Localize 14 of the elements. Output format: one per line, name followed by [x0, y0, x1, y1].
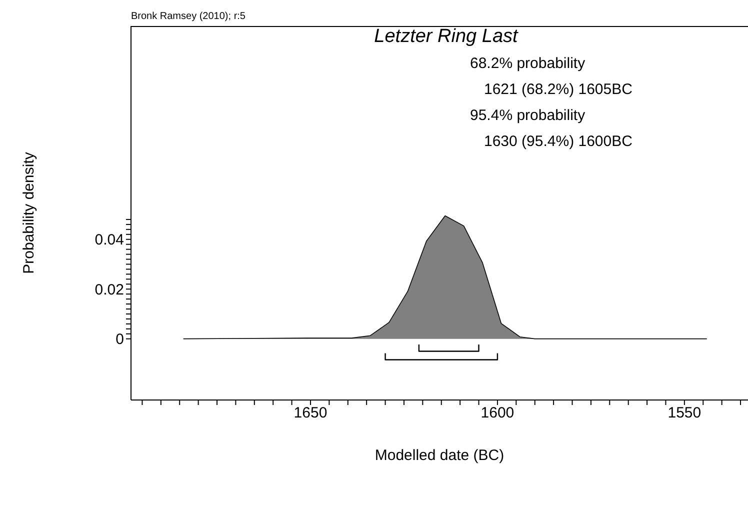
- annotation: 1630 (95.4%) 1600BC: [483, 132, 632, 152]
- x-tick-label: 1600: [480, 404, 514, 422]
- y-axis-title: Probability density: [20, 152, 38, 274]
- annotation: 68.2% probability: [470, 54, 586, 74]
- y-tick-label: 0: [116, 331, 124, 348]
- y-tick-label: 0.02: [94, 281, 124, 298]
- annotation: 1621 (68.2%) 1605BC: [483, 80, 632, 100]
- chart-title: Letzter Ring Last: [373, 26, 520, 48]
- annotation: 95.4% probability: [470, 106, 586, 126]
- x-axis-title: Modelled date (BC): [374, 447, 504, 464]
- text: Bronk Ramsey (2010); r:5: [131, 11, 246, 22]
- x-tick-label: 1650: [294, 404, 328, 422]
- y-tick-label: 0.04: [94, 232, 124, 249]
- x-tick-label: 1550: [668, 404, 702, 422]
